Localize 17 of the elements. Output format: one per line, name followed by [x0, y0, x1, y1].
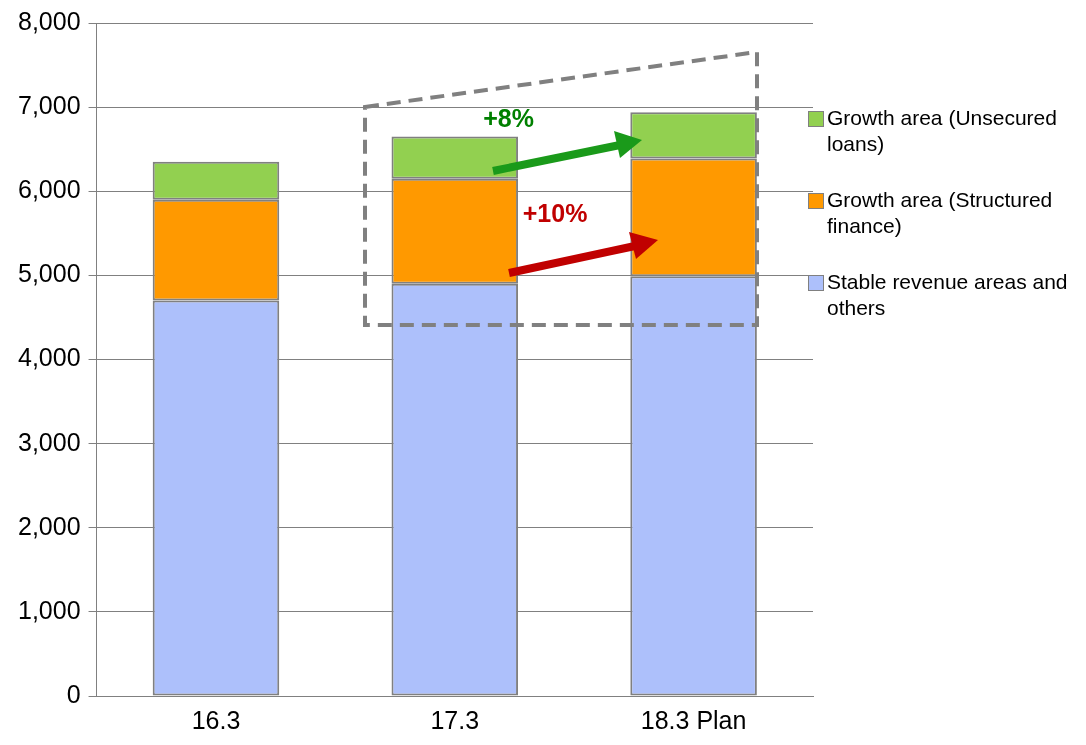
y-tick-label: 4,000 [18, 343, 81, 372]
x-tick-label: 17.3 [430, 705, 480, 734]
y-tick-label: 3,000 [18, 427, 81, 456]
y-tick-label: 5,000 [18, 259, 81, 288]
legend-label: Growth area (Structured finance) [827, 187, 1054, 239]
y-tick-label: 8,000 [18, 6, 81, 35]
x-tick-label: 16.3 [191, 705, 241, 734]
y-tick-label: 1,000 [18, 595, 81, 624]
legend-label: Stable revenue areas and others [827, 269, 1069, 321]
y-tick-label: 0 [66, 679, 81, 708]
y-tick-label: 6,000 [18, 175, 81, 204]
y-tick-label: 2,000 [18, 511, 81, 540]
legend-label: Growth area (Unsecured loans) [827, 105, 1058, 157]
x-tick-label: 18.3 Plan [640, 705, 747, 734]
annotation: +10% [522, 198, 588, 227]
annotation: +8% [483, 104, 534, 133]
y-tick-label: 7,000 [18, 91, 81, 120]
